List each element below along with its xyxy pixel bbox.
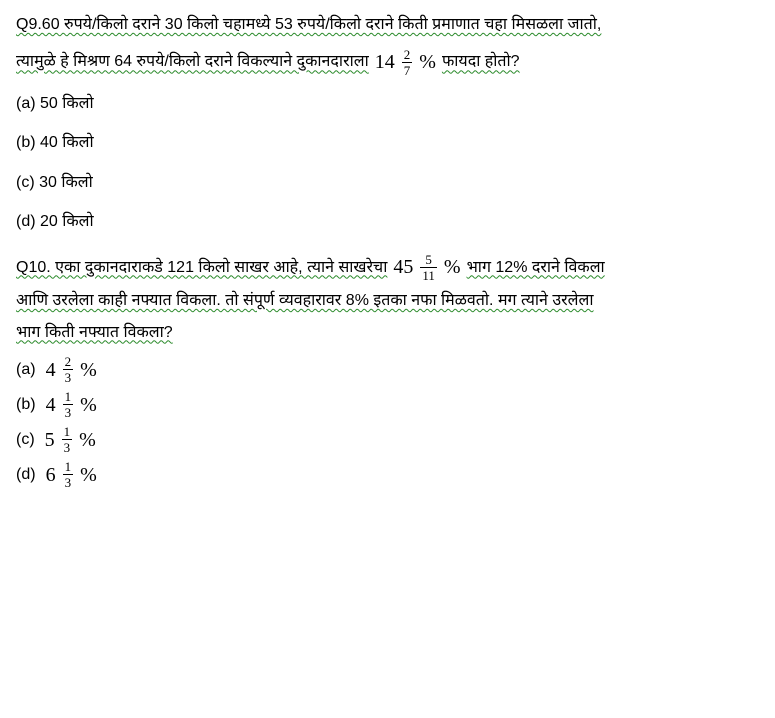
q10-opt-c-den: 3 (62, 440, 73, 454)
q9-option-c: (c) 30 किलो (16, 170, 759, 196)
q10-opt-a-stack: 2 3 (63, 355, 74, 384)
q9-line1: Q9.60 रुपये/किलो दराने 30 किलो चहामध्ये … (16, 16, 601, 33)
q10-opt-b-pct: % (80, 395, 97, 415)
q10-frac-pct: % (444, 257, 461, 277)
q10-opt-a-den: 3 (63, 370, 74, 384)
q10-opt-a-whole: 4 (46, 360, 56, 380)
q10-line2: आणि उरलेला काही नफ्यात विकला. तो संपूर्ण… (16, 288, 594, 314)
q10-options: (a) 4 2 3 % (b) 4 1 3 % (c) (16, 355, 759, 489)
q10-opt-b-whole: 4 (46, 395, 56, 415)
q10-option-c: (c) 5 1 3 % (16, 425, 759, 454)
q10-opt-c-num: 1 (62, 425, 73, 440)
q10-opt-b-frac: 4 1 3 % (46, 390, 97, 419)
q10-option-d: (d) 6 1 3 % (16, 460, 759, 489)
q10-opt-c-stack: 1 3 (62, 425, 73, 454)
q10-opt-c-pct: % (79, 430, 96, 450)
q10-opt-b-label: (b) (16, 392, 36, 418)
q10-opt-a-frac: 4 2 3 % (46, 355, 97, 384)
q10-opt-b-den: 3 (63, 405, 74, 419)
q10-line3: भाग किती नफ्यात विकला? (16, 320, 173, 346)
q10-opt-d-frac: 6 1 3 % (46, 460, 97, 489)
question-10: Q10. एका दुकानदाराकडे 121 किलो साखर आहे,… (16, 253, 759, 489)
q9-option-b: (b) 40 किलो (16, 130, 759, 156)
q9-frac-num: 2 (402, 48, 413, 63)
question-9: Q9.60 रुपये/किलो दराने 30 किलो चहामध्ये … (16, 12, 759, 235)
q10-opt-c-frac: 5 1 3 % (45, 425, 96, 454)
q10-opt-a-label: (a) (16, 357, 36, 383)
q10-opt-d-stack: 1 3 (63, 460, 74, 489)
q10-option-a: (a) 4 2 3 % (16, 355, 759, 384)
q10-opt-d-label: (d) (16, 462, 36, 488)
q10-opt-c-label: (c) (16, 427, 35, 453)
q9-line2b: फायदा होतो? (442, 49, 520, 75)
q9-frac-pct: % (419, 52, 436, 72)
q10-frac-num: 5 (420, 253, 437, 268)
q9-line2a: त्यामुळे हे मिश्रण 64 रुपये/किलो दराने व… (16, 49, 369, 75)
q10-opt-d-pct: % (80, 465, 97, 485)
q10-text: Q10. एका दुकानदाराकडे 121 किलो साखर आहे,… (16, 253, 759, 345)
q10-part2: भाग 12% दराने विकला (467, 255, 605, 281)
q10-opt-b-num: 1 (63, 390, 74, 405)
q10-opt-a-pct: % (80, 360, 97, 380)
q10-option-b: (b) 4 1 3 % (16, 390, 759, 419)
q10-opt-b-stack: 1 3 (63, 390, 74, 419)
q9-frac-whole: 14 (375, 52, 395, 72)
q10-frac-whole: 45 (393, 257, 413, 277)
q10-opt-a-num: 2 (63, 355, 74, 370)
q9-mixed-fraction: 14 2 7 % (375, 48, 436, 77)
q10-opt-c-whole: 5 (45, 430, 55, 450)
q10-opt-d-num: 1 (63, 460, 74, 475)
q9-text: Q9.60 रुपये/किलो दराने 30 किलो चहामध्ये … (16, 12, 759, 77)
q10-mixed-fraction: 45 5 11 % (393, 253, 460, 282)
q9-frac-stack: 2 7 (402, 48, 413, 77)
q10-part1: Q10. एका दुकानदाराकडे 121 किलो साखर आहे,… (16, 255, 387, 281)
q9-options: (a) 50 किलो (b) 40 किलो (c) 30 किलो (d) … (16, 91, 759, 235)
q9-option-a: (a) 50 किलो (16, 91, 759, 117)
q10-frac-stack: 5 11 (420, 253, 437, 282)
q9-option-d: (d) 20 किलो (16, 209, 759, 235)
q10-opt-d-whole: 6 (46, 465, 56, 485)
q9-frac-den: 7 (402, 63, 413, 77)
q10-opt-d-den: 3 (63, 475, 74, 489)
q10-frac-den: 11 (420, 268, 437, 282)
